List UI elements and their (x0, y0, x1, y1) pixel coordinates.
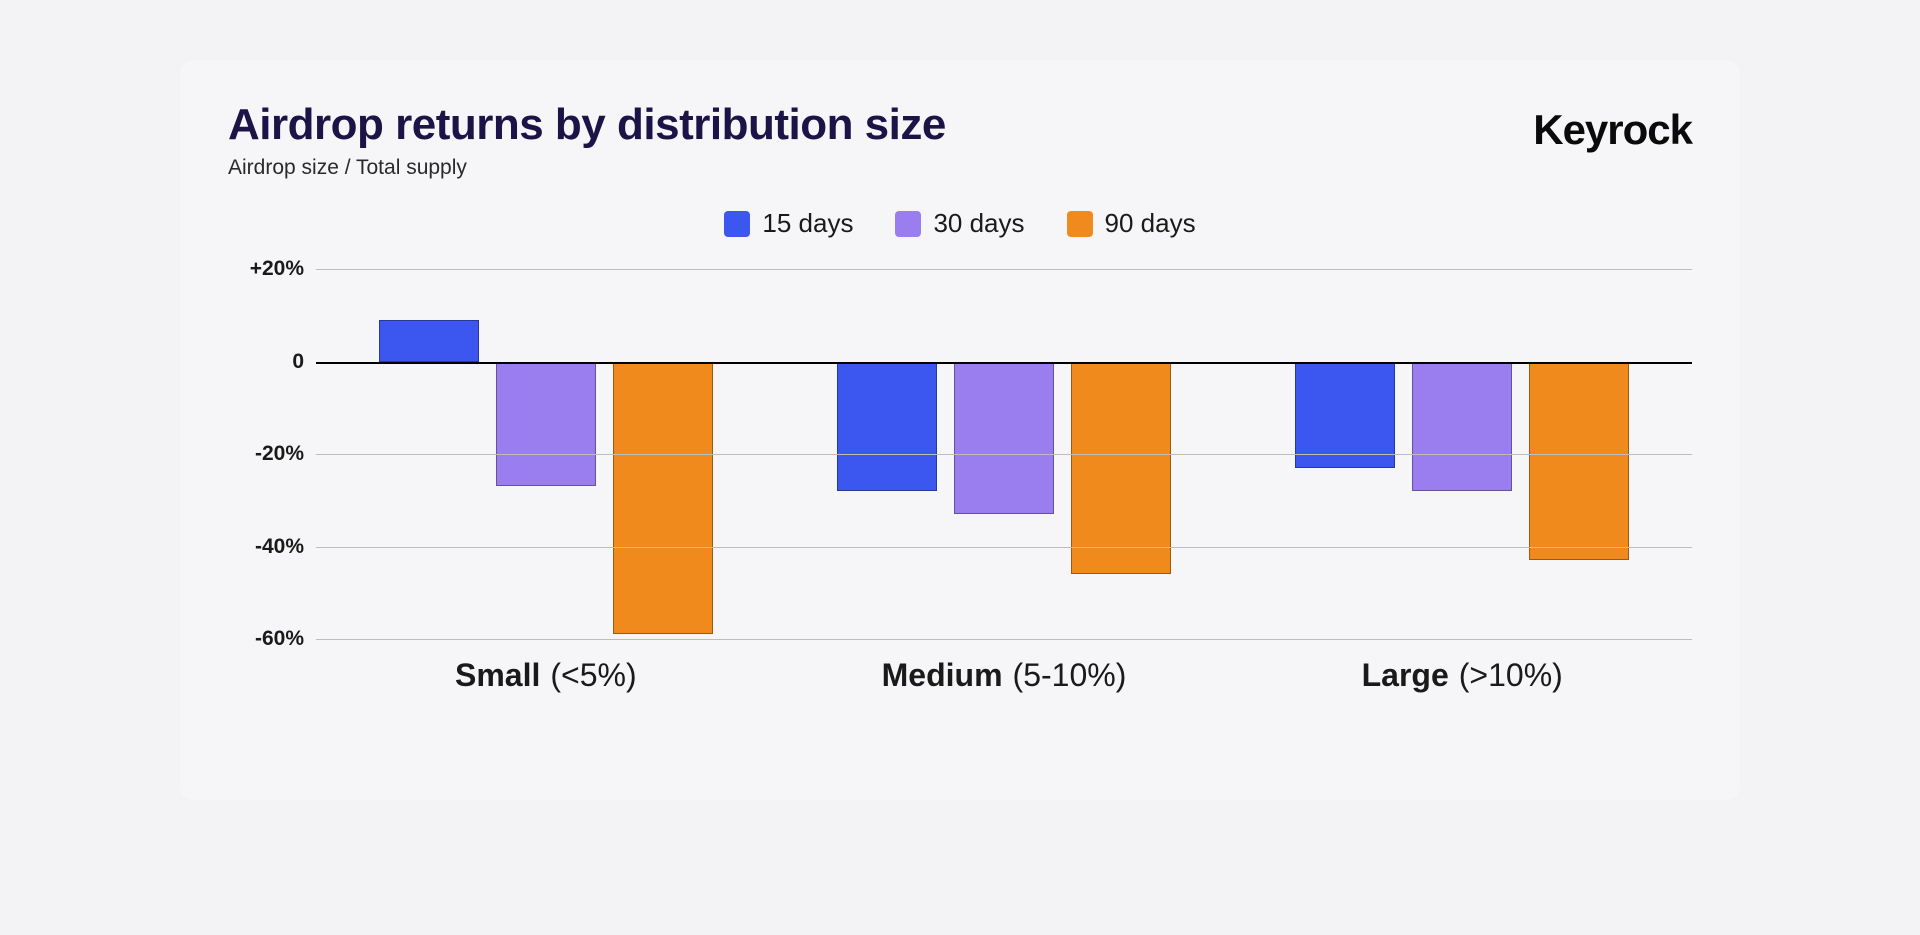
category-label-range: (<5%) (550, 657, 636, 693)
bar (1529, 362, 1629, 561)
y-tick-label: -40% (255, 535, 304, 559)
brand-logo: Keyrock (1533, 106, 1692, 154)
bar (496, 362, 596, 487)
header: Airdrop returns by distribution size Air… (228, 100, 1692, 180)
category-label: Medium (5-10%) (882, 657, 1127, 694)
y-tick-label: 0 (292, 350, 304, 374)
y-tick-label: +20% (250, 257, 304, 281)
title-block: Airdrop returns by distribution size Air… (228, 100, 946, 180)
category-label-name: Large (1362, 657, 1449, 693)
category-label: Large (>10%) (1362, 657, 1563, 694)
x-axis-labels: Small (<5%) Medium (5-10%) Large (>10%) (316, 657, 1692, 707)
bar (379, 320, 479, 362)
plot-area: +20%0-20%-40%-60% (228, 269, 1692, 639)
plot (316, 269, 1692, 639)
bar (1071, 362, 1171, 575)
y-axis-labels: +20%0-20%-40%-60% (226, 269, 304, 639)
legend-label: 30 days (933, 208, 1024, 239)
category-label-range: (5-10%) (1013, 657, 1127, 693)
legend-item: 90 days (1067, 208, 1196, 239)
chart-subtitle: Airdrop size / Total supply (228, 156, 946, 180)
category-label-range: (>10%) (1459, 657, 1563, 693)
zero-line (316, 362, 1692, 364)
legend-label: 15 days (762, 208, 853, 239)
category-label-name: Small (455, 657, 540, 693)
bar (837, 362, 937, 492)
gridline (316, 639, 1692, 640)
gridline (316, 547, 1692, 548)
legend: 15 days 30 days 90 days (228, 208, 1692, 239)
chart-container: Airdrop returns by distribution size Air… (180, 60, 1740, 800)
category-label: Small (<5%) (455, 657, 637, 694)
legend-swatch (1067, 211, 1093, 237)
category-label-name: Medium (882, 657, 1003, 693)
legend-item: 30 days (895, 208, 1024, 239)
gridline (316, 454, 1692, 455)
legend-item: 15 days (724, 208, 853, 239)
bar (1412, 362, 1512, 492)
y-tick-label: -20% (255, 442, 304, 466)
bar (1295, 362, 1395, 468)
bar (613, 362, 713, 635)
chart-title: Airdrop returns by distribution size (228, 100, 946, 150)
legend-swatch (724, 211, 750, 237)
legend-swatch (895, 211, 921, 237)
gridline (316, 269, 1692, 270)
bar (954, 362, 1054, 515)
legend-label: 90 days (1105, 208, 1196, 239)
y-tick-label: -60% (255, 627, 304, 651)
